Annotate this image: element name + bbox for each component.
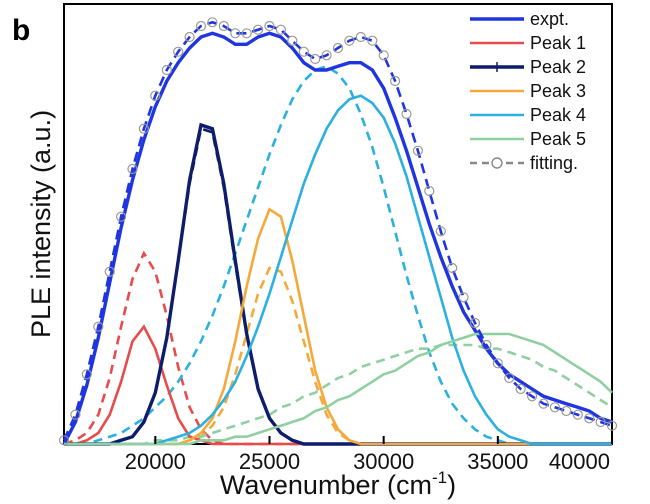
fitting-point (161, 64, 172, 76)
fitting-point (298, 46, 309, 57)
fitting-point (492, 358, 503, 369)
fitting-point (469, 317, 481, 329)
fitting-point (458, 292, 469, 303)
legend-label: Peak 3 (530, 81, 586, 101)
fitting-point (344, 35, 355, 46)
fitting-point (390, 75, 401, 87)
legend-label: Peak 2 (530, 57, 586, 77)
fitting-point (515, 383, 526, 395)
fitting-point (173, 46, 184, 57)
fitting-point (401, 108, 412, 120)
fitting-point (195, 20, 207, 32)
fitting-point (253, 24, 264, 35)
x-axis-title-close: ) (447, 470, 456, 500)
fitting-point (378, 50, 389, 61)
legend-label: expt. (530, 9, 569, 29)
series-line-expt- (62, 31, 613, 445)
fitting-point (115, 211, 127, 222)
legend-label: Peak 5 (530, 129, 586, 149)
fitting-point (435, 226, 446, 237)
x-axis-title: Wavenumber (cm-1) (220, 468, 456, 500)
fitting-point (572, 409, 583, 420)
x-axis-ticks: 20000 25000 30000 35000 40000 (125, 436, 613, 474)
fitting-point (207, 17, 218, 28)
fitting-point (93, 321, 104, 332)
fitting-point (58, 435, 70, 446)
legend-label: Peak 4 (530, 105, 586, 125)
fitting-point (549, 402, 561, 413)
series-line-peak-1 (64, 324, 612, 446)
fitting-point (481, 339, 492, 351)
x-axis-title-main: Wavenumber (cm (220, 470, 432, 500)
x-axis-title-superscript: -1 (432, 468, 447, 487)
x-tick-label: 40000 (549, 449, 610, 474)
fitting-point (138, 123, 149, 134)
panel-letter: b (12, 14, 30, 47)
fitting-point (184, 31, 195, 43)
fitting-point (104, 266, 115, 277)
fitting-point (332, 42, 344, 54)
x-tick-label: 30000 (353, 449, 414, 474)
fitting-point (127, 163, 138, 175)
fitted-component-curve-2 (64, 127, 612, 446)
fitting-point (264, 20, 275, 32)
fitting-point (538, 398, 549, 409)
fitting-point (287, 35, 298, 46)
fitting-point (150, 90, 161, 101)
fitting-point (310, 53, 321, 65)
fitting-point (367, 35, 378, 46)
legend-label: Peak 1 (530, 33, 586, 53)
fitting-point (584, 413, 595, 424)
fitting-point (241, 28, 252, 39)
fitting-point (275, 24, 286, 35)
x-tick-label: 25000 (239, 449, 300, 474)
legend: expt. Peak 1 Peak 2 Peak 3 Peak 4 Peak 5 fitti… (470, 9, 586, 173)
fitting-point (561, 405, 572, 417)
fitting-point (606, 420, 618, 431)
fitting-point (526, 391, 538, 402)
legend-marker (491, 157, 503, 169)
y-axis-title: PLE intensity (a.u.) (26, 110, 56, 338)
fitting-point (595, 416, 606, 428)
fitting-point (218, 20, 229, 32)
series-line-peak-3 (64, 207, 612, 446)
fitting-point (504, 372, 515, 384)
fitting-point (424, 185, 435, 197)
fitting-point (412, 145, 423, 156)
fitting-point (447, 262, 458, 274)
fitting-point (355, 31, 366, 43)
fitting-point (81, 369, 92, 380)
legend-label: fitting. (530, 153, 578, 173)
x-tick-label: 35000 (467, 449, 528, 474)
series-line-fitting- (62, 20, 613, 441)
fitting-point (230, 28, 241, 39)
fitting-point (70, 409, 81, 420)
x-tick-label: 20000 (125, 449, 186, 474)
fitting-point (321, 50, 332, 61)
